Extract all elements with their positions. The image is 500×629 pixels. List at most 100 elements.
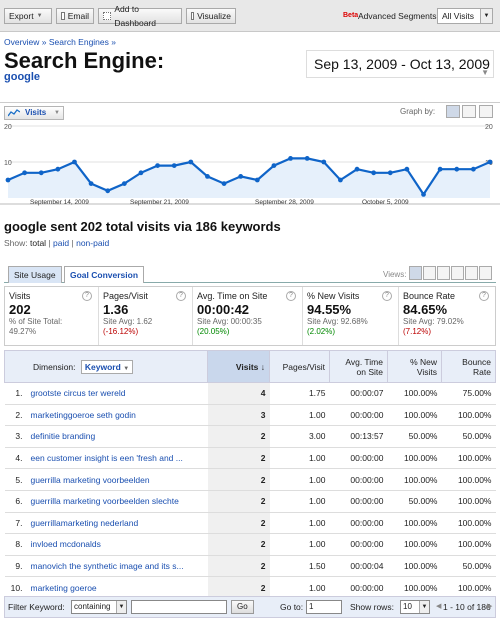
keyword-link[interactable]: definitie branding xyxy=(26,425,208,448)
date-range-picker[interactable]: Sep 13, 2009 - Oct 13, 2009 ▼ xyxy=(306,50,494,78)
data-point[interactable] xyxy=(88,181,94,186)
data-point[interactable] xyxy=(321,159,327,165)
bounce-rate-cell: 100.00% xyxy=(441,468,496,491)
scorecard-change: (20.05%) xyxy=(197,327,230,336)
data-point[interactable] xyxy=(470,166,476,172)
dimension-select[interactable]: Keyword ▼ xyxy=(80,359,134,374)
data-point[interactable] xyxy=(205,174,210,179)
page-subtitle: google xyxy=(4,71,41,83)
scorecard-sub: % of Site Total: xyxy=(9,317,63,326)
keyword-link[interactable]: marketinggoeroe seth godin xyxy=(26,404,208,427)
col-header-bounce-rate[interactable]: Bounce Rate xyxy=(441,350,496,383)
data-point[interactable] xyxy=(487,159,493,165)
data-point[interactable] xyxy=(404,166,410,172)
filter-go-button[interactable]: Go xyxy=(231,600,254,614)
avg-time-cell: 00:00:04 xyxy=(329,555,388,578)
col-header-visits[interactable]: Visits ↓ xyxy=(207,350,270,383)
show-total-link[interactable]: total xyxy=(30,238,47,248)
avg-time-cell: 00:00:00 xyxy=(329,447,388,470)
filter-mode-select[interactable]: containing ▼ xyxy=(71,600,127,614)
tab-goal-conversion[interactable]: Goal Conversion xyxy=(64,266,145,283)
view-pivot-button[interactable] xyxy=(465,266,478,280)
data-point[interactable] xyxy=(288,156,293,161)
graph-by-week-button[interactable] xyxy=(462,105,476,118)
data-point[interactable] xyxy=(387,170,393,176)
show-rows-select[interactable]: 10 ▼ xyxy=(400,600,430,614)
graph-by-month-button[interactable] xyxy=(479,105,493,118)
graph-by-day-button[interactable] xyxy=(446,105,460,118)
data-point[interactable] xyxy=(221,181,227,186)
keyword-link[interactable]: guerrillamarketing nederland xyxy=(26,512,208,535)
add-to-dashboard-button[interactable]: Add to Dashboard xyxy=(98,4,182,28)
visits-cell: 3 xyxy=(207,404,270,427)
help-icon[interactable]: ? xyxy=(286,291,296,301)
visits-cell: 2 xyxy=(207,490,270,513)
data-point[interactable] xyxy=(121,181,127,186)
keyword-link[interactable]: manovich the synthetic image and its s..… xyxy=(26,555,208,578)
export-button[interactable]: Export ▼ xyxy=(4,8,52,24)
data-point[interactable] xyxy=(72,159,77,165)
data-point[interactable] xyxy=(354,166,360,172)
view-performance-button[interactable] xyxy=(437,266,450,280)
chevron-down-icon: ▼ xyxy=(54,110,60,116)
keyword-link[interactable]: grootste circus ter wereld xyxy=(26,382,208,405)
visits-cell: 4 xyxy=(207,382,270,405)
next-page-icon[interactable]: ▶ xyxy=(487,603,493,610)
data-point[interactable] xyxy=(304,156,310,161)
data-point[interactable] xyxy=(55,166,61,172)
data-point[interactable] xyxy=(371,170,377,176)
col-header-pages-visit[interactable]: Pages/Visit xyxy=(269,350,330,383)
scorecard-label: % New Visits xyxy=(307,291,360,301)
help-icon[interactable]: ? xyxy=(176,291,186,301)
col-header-avg-time[interactable]: Avg. Time on Site xyxy=(329,350,388,383)
help-icon[interactable]: ? xyxy=(479,291,489,301)
data-point[interactable] xyxy=(254,177,260,183)
table-row: 9. manovich the synthetic image and its s… xyxy=(4,555,496,578)
breadcrumb[interactable]: Overview » Search Engines » xyxy=(4,37,116,47)
help-icon[interactable]: ? xyxy=(82,291,92,301)
data-point[interactable] xyxy=(22,170,28,176)
keyword-link[interactable]: een customer insight is een 'fresh and .… xyxy=(26,447,208,470)
help-icon[interactable]: ? xyxy=(382,291,392,301)
metric-select[interactable]: Visits ▼ xyxy=(4,106,64,120)
keyword-link[interactable]: guerrilla marketing voorbeelden xyxy=(26,468,208,491)
email-button[interactable]: Email xyxy=(56,8,94,24)
data-point[interactable] xyxy=(38,170,44,176)
data-point[interactable] xyxy=(437,166,443,172)
segment-select[interactable]: All Visits ▼ xyxy=(437,8,493,24)
scorecards: Visits 202 % of Site Total: 49.27% ? Pag… xyxy=(4,286,496,346)
show-nonpaid-link[interactable]: non-paid xyxy=(76,238,110,248)
data-point[interactable] xyxy=(105,188,111,194)
keyword-link[interactable]: invloed mcdonalds xyxy=(26,533,208,556)
data-point[interactable] xyxy=(155,163,160,168)
view-comparison-button[interactable] xyxy=(451,266,464,280)
tab-site-usage[interactable]: Site Usage xyxy=(8,266,62,283)
data-point[interactable] xyxy=(238,174,244,179)
view-table-button[interactable] xyxy=(409,266,422,280)
data-point[interactable] xyxy=(421,192,426,197)
scorecard-sub: Site Avg: 79.02% xyxy=(403,317,464,326)
table-row: 2. marketinggoeroe seth godin 3 1.00 00:00:0… xyxy=(4,404,496,427)
scorecard-change: (2.02%) xyxy=(307,327,336,336)
view-pie-button[interactable] xyxy=(423,266,436,280)
visits-cell: 2 xyxy=(207,447,270,470)
data-point[interactable] xyxy=(188,159,194,165)
data-point[interactable] xyxy=(5,177,11,183)
filter-keyword-input[interactable] xyxy=(131,600,227,614)
col-header-new-visits[interactable]: % New Visits xyxy=(387,350,442,383)
view-term-cloud-button[interactable] xyxy=(479,266,492,280)
keyword-link[interactable]: guerrilla marketing voorbeelden slechte xyxy=(26,490,208,513)
goto-page-input[interactable]: 1 xyxy=(306,600,342,614)
prev-page-icon[interactable]: ◀ xyxy=(436,603,442,610)
scorecard-visits: Visits 202 % of Site Total: 49.27% ? xyxy=(5,287,99,345)
data-point[interactable] xyxy=(454,166,460,172)
visualize-button[interactable]: Visualize xyxy=(186,8,236,24)
data-point[interactable] xyxy=(138,170,144,176)
data-point[interactable] xyxy=(271,163,277,168)
data-point[interactable] xyxy=(338,177,343,183)
show-paid-link[interactable]: paid xyxy=(53,238,70,248)
data-point[interactable] xyxy=(171,163,177,168)
separator: | xyxy=(48,238,51,248)
new-visits-cell: 100.00% xyxy=(387,447,442,470)
date-range-value: Sep 13, 2009 - Oct 13, 2009 xyxy=(314,56,490,72)
